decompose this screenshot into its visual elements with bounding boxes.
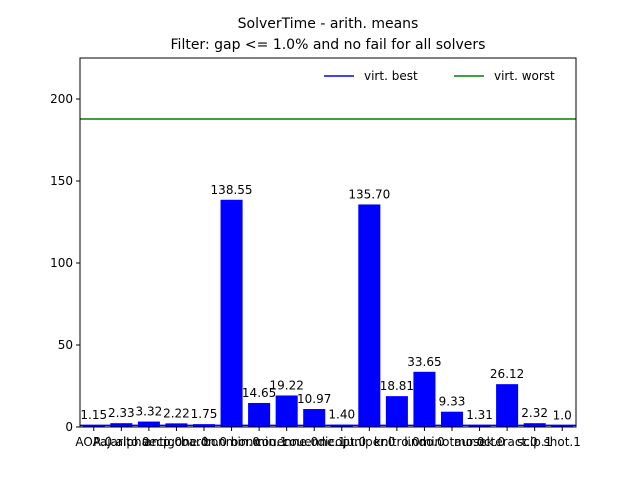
y-tick-label: 0 (65, 420, 73, 434)
value-label: 138.55 (211, 183, 253, 197)
value-label: 9.33 (439, 395, 466, 409)
bar (137, 421, 160, 427)
value-label: 1.31 (466, 408, 493, 422)
bar (248, 402, 271, 427)
x-tick-label: shot.1 (544, 435, 581, 449)
x-tick-label: minotaur.0 (420, 435, 485, 449)
bar (440, 411, 464, 427)
bar (275, 395, 298, 427)
x-tick-label: alphaecp.0 (116, 435, 182, 449)
x-tick-label: AOA.0 (75, 435, 112, 449)
bar (551, 425, 574, 427)
bar (220, 199, 243, 427)
x-tick-label: juniper.0 (342, 435, 395, 449)
x-tick-label: couenne.1 (283, 435, 346, 449)
x-tick-label: lindo.0 (404, 435, 444, 449)
value-label: 1.75 (191, 407, 218, 421)
value-label: 135.70 (348, 187, 390, 201)
value-label: 10.97 (297, 392, 331, 406)
x-tick-label: Pajarito.0 (93, 435, 149, 449)
value-label: 18.81 (380, 379, 414, 393)
y-tick-label: 200 (50, 92, 73, 106)
y-tick-label: 100 (50, 256, 73, 270)
value-label: 1.15 (80, 408, 107, 422)
chart-subtitle: Filter: gap <= 1.0% and no fail for all … (171, 37, 486, 53)
value-label: 26.12 (490, 367, 524, 381)
y-tick-label: 50 (58, 338, 73, 352)
value-label: 33.65 (407, 355, 441, 369)
x-tick-label: knitro.0 (374, 435, 420, 449)
value-label: 3.32 (136, 405, 163, 419)
x-tick-label: mosek.0 (454, 435, 505, 449)
value-label: 1.0 (553, 408, 572, 422)
bar (303, 409, 326, 427)
bar (496, 384, 519, 427)
value-label: 1.40 (328, 408, 355, 422)
bar (385, 396, 408, 427)
value-label: 14.65 (242, 386, 276, 400)
x-tick-label: couenne.0 (255, 435, 318, 449)
value-label: 19.22 (269, 378, 303, 392)
legend-label: virt. best (364, 69, 418, 83)
legend-label: virt. worst (494, 69, 555, 83)
x-tick-label: antigone.0 (144, 435, 208, 449)
plot-frame (79, 57, 577, 428)
bar (358, 204, 381, 427)
bar (413, 371, 436, 427)
x-tick-label: octeract.0 (477, 435, 538, 449)
y-tick-label: 150 (50, 174, 73, 188)
chart-title: SolverTime - arith. means (238, 16, 419, 32)
x-tick-label: bonmin.0 (203, 435, 260, 449)
x-tick-label: scip.1 (517, 435, 552, 449)
x-tick-label: baron.0 (181, 435, 227, 449)
x-tick-label: dicopt.0 (317, 435, 366, 449)
x-tick-label: bonmin.1 (231, 435, 288, 449)
value-label: 2.33 (108, 406, 135, 420)
value-label: 2.22 (163, 406, 190, 420)
value-label: 2.32 (521, 406, 548, 420)
